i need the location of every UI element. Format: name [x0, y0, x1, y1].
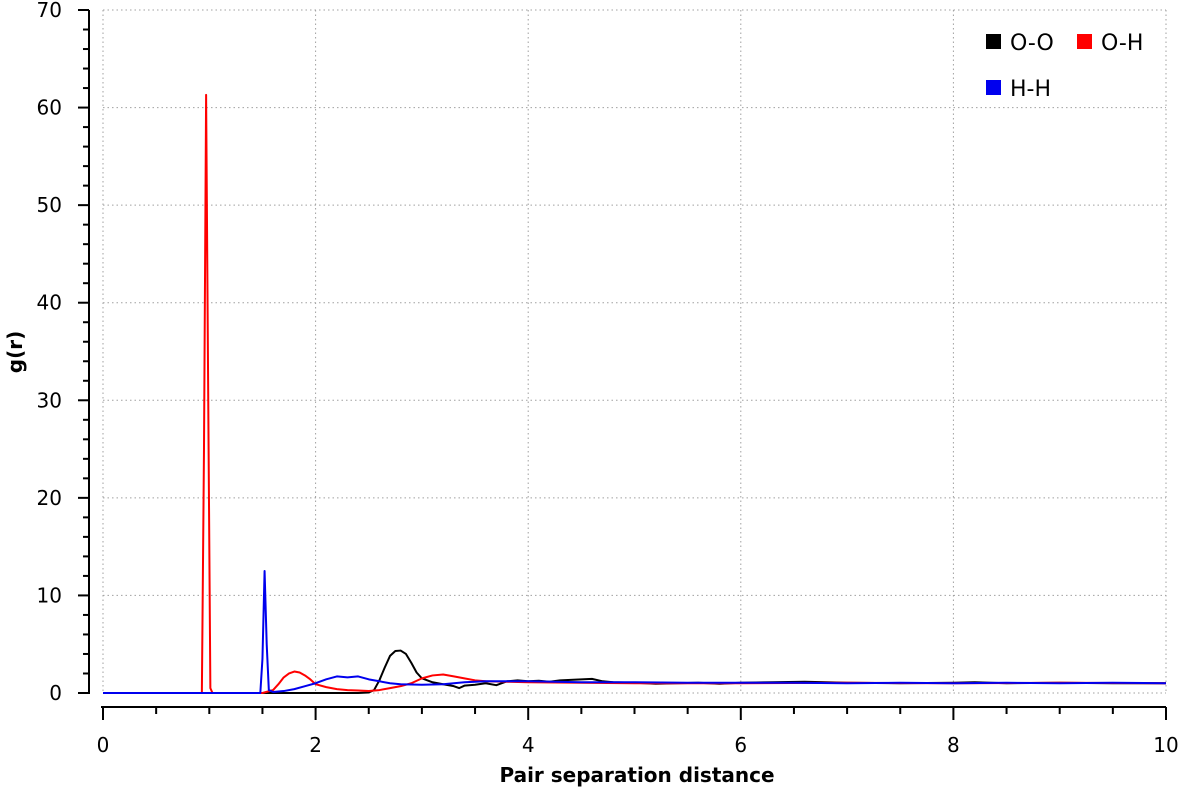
- x-tick-label: 8: [947, 733, 960, 757]
- legend-label: O-H: [1101, 31, 1143, 56]
- y-tick-label: 30: [37, 388, 62, 412]
- y-tick-label: 10: [37, 583, 62, 607]
- ticks: 0 10 20 30 40 50 60 70 0 2 4 6 8 10: [37, 0, 1179, 757]
- x-tick-label: 2: [309, 733, 322, 757]
- legend-label: H-H: [1010, 77, 1051, 102]
- y-tick-label: 70: [37, 0, 62, 22]
- legend-swatch: [986, 34, 1001, 49]
- grid: [102, 9, 1167, 694]
- series-line-h-h: [103, 570, 1167, 694]
- x-tick-label: 10: [1153, 733, 1178, 757]
- y-tick-label: 0: [49, 681, 62, 705]
- y-tick-label: 40: [37, 291, 62, 315]
- legend-swatch: [986, 80, 1001, 95]
- legend-label: O-O: [1010, 31, 1054, 56]
- x-tick-label: 6: [734, 733, 747, 757]
- x-tick-label: 0: [97, 733, 110, 757]
- y-axis-title: g(r): [3, 331, 27, 373]
- x-axis-title: Pair separation distance: [499, 763, 774, 787]
- axes: [88, 10, 1166, 708]
- y-tick-label: 50: [37, 193, 62, 217]
- series-line-o-h: [103, 93, 1167, 694]
- y-tick-label: 20: [37, 486, 62, 510]
- x-tick-label: 4: [522, 733, 535, 757]
- y-tick-label: 60: [37, 96, 62, 120]
- legend: O-O O-H H-H: [986, 31, 1143, 102]
- legend-swatch: [1077, 34, 1092, 49]
- series-lines: [103, 93, 1167, 694]
